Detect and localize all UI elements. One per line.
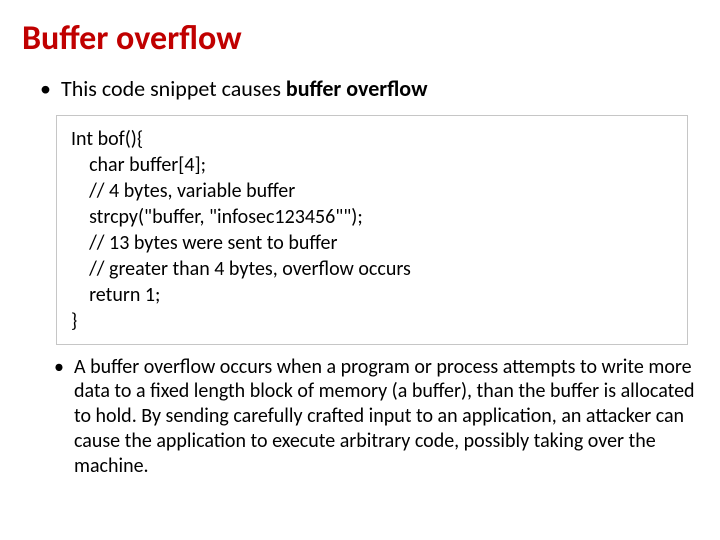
- bullet-marker: •: [40, 76, 51, 102]
- bullet-1-prefix: This code snippet causes: [61, 75, 286, 102]
- code-line-3: strcpy("buffer, "infosec123456"");: [71, 204, 673, 230]
- code-line-5: // greater than 4 bytes, overflow occurs: [71, 256, 673, 282]
- bullet-1-text: This code snippet causes buffer overflow: [61, 75, 428, 103]
- code-line-6: return 1;: [71, 282, 673, 308]
- code-line-0: Int bof(){: [71, 126, 673, 152]
- bullet-2-text: A buffer overflow occurs when a program …: [74, 355, 698, 479]
- bullet-1-bold: buffer overflow: [286, 75, 428, 102]
- code-line-1: char buffer[4];: [71, 152, 673, 178]
- code-snippet: Int bof(){ char buffer[4]; // 4 bytes, v…: [56, 115, 688, 345]
- bullet-1: • This code snippet causes buffer overfl…: [40, 75, 698, 103]
- code-line-2: // 4 bytes, variable buffer: [71, 178, 673, 204]
- slide-title: Buffer overflow: [22, 18, 698, 59]
- bullet-2: • A buffer overflow occurs when a progra…: [54, 355, 698, 479]
- bullet-marker: •: [54, 355, 64, 380]
- code-line-4: // 13 bytes were sent to buffer: [71, 230, 673, 256]
- code-line-7: }: [71, 308, 673, 334]
